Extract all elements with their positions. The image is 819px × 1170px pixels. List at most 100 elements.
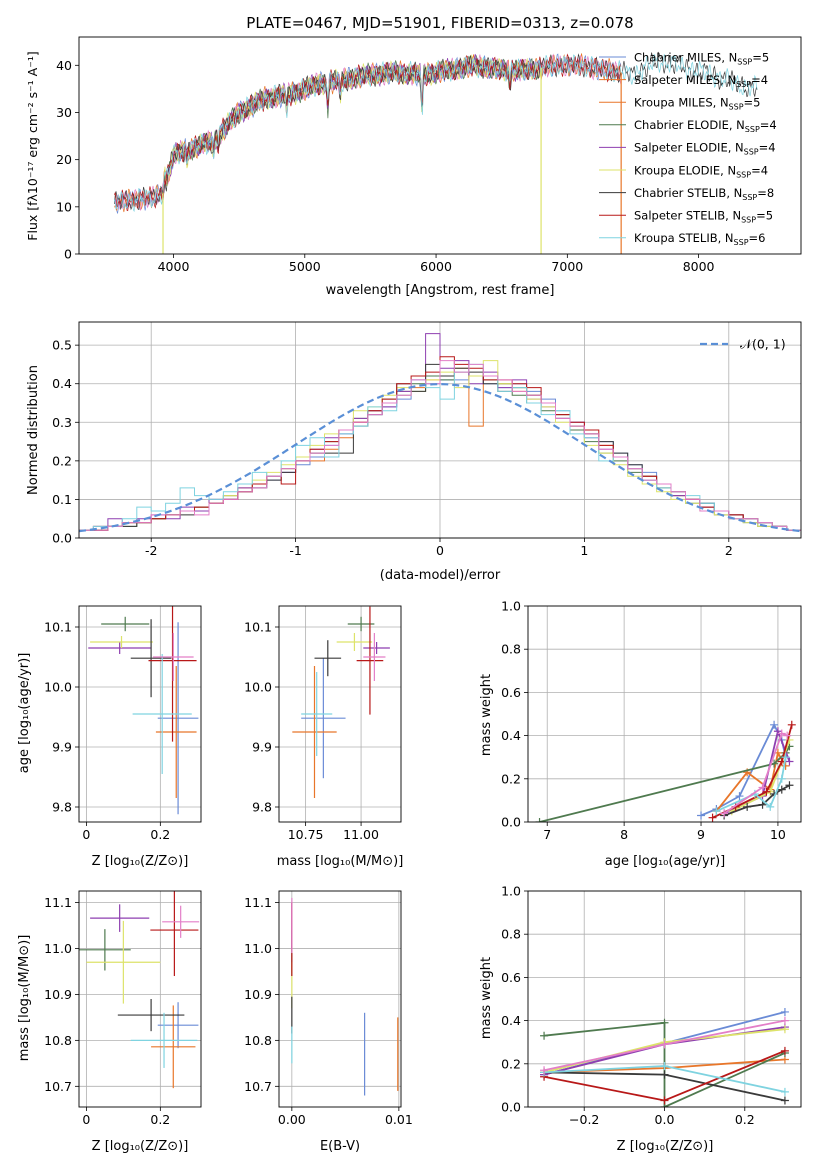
series-marker [735,792,744,801]
series-line [539,745,791,822]
series-marker [660,1061,669,1070]
legend-label: Kroupa ELODIE, NSSP=4 [634,163,768,179]
y-tick-label: 10.1 [244,620,272,635]
series-marker [712,807,721,816]
series-marker [660,1040,669,1049]
legend-label: Chabrier MILES, NSSP=5 [634,50,769,66]
x-tick-label: 0.00 [278,1112,306,1127]
y-tick-label: 10.8 [244,1033,272,1048]
spectrum-series-line [114,53,758,213]
legend-label: Chabrier ELODIE, NSSP=4 [634,118,777,134]
series-marker [785,781,794,790]
legend-label: Salpeter ELODIE, NSSP=4 [634,141,776,157]
mass-weight-vs-z-xlabel: Z [log₁₀(Z/Z⊙)] [617,1139,714,1154]
series-marker [777,729,786,738]
y-tick-label: 1.0 [501,884,521,899]
residuals-panel: -2 -1 0 1 2 0.0 0.1 0.2 0.3 0.4 0.5 𝒩(0, 1) (data-m… [26,321,802,583]
spectrum-plot: 4000 5000 6000 7000 8000 0 10 20 30 40 Chabrier MI… [56,36,802,274]
plot-content [540,1007,789,1107]
y-tick-label: 10.9 [244,987,272,1002]
y-tick-label: 11.1 [244,895,272,910]
x-tick-label: -1 [289,543,301,558]
age-vs-z-xlabel: Z [log₁₀(Z/Z⊙)] [92,854,189,869]
y-tick-label: 0.6 [501,970,521,985]
x-tick-label: 4000 [158,259,190,274]
plot-content [88,606,199,815]
series-marker [758,783,767,792]
y-tick-label: 10.0 [244,680,272,695]
mass-vs-z-xlabel: Z [log₁₀(Z/Z⊙)] [92,1139,189,1154]
x-tick-label: 7000 [551,259,583,274]
series-marker [540,1066,549,1075]
y-tick-label: 0.4 [501,728,521,743]
x-tick-label: 8 [620,827,628,842]
mass-weight-vs-z-ylabel: mass weight [479,957,494,1039]
residuals-plot: -2 -1 0 1 2 0.0 0.1 0.2 0.3 0.4 0.5 𝒩(0, 1) [52,321,802,558]
plot-content [114,51,758,254]
residuals-xlabel: (data-model)/error [380,568,501,583]
y-tick-label: 0.6 [501,685,521,700]
y-tick-label: 0.2 [501,771,521,786]
y-tick-label: 0.2 [501,1056,521,1071]
series-marker [743,802,752,811]
series-marker [777,785,786,794]
residuals-ylabel: Normed distribution [26,365,41,495]
legend-label: Kroupa STELIB, NSSP=6 [634,231,765,247]
legend-label: Salpeter MILES, NSSP=4 [634,73,768,89]
normal-curve [79,382,801,533]
series-marker [540,1031,549,1040]
y-tick-label: 0.0 [501,1100,521,1115]
series-marker [780,1046,789,1055]
series-marker [660,1018,669,1027]
series-marker [535,818,544,822]
spectrum-legend: Chabrier MILES, NSSP=5 Salpeter MILES, NS… [599,50,777,247]
y-tick-label: 0.4 [501,1013,521,1028]
x-tick-label: 2 [725,543,733,558]
x-tick-label: 0.0 [655,1112,675,1127]
y-tick-label: 0.2 [52,453,72,468]
x-tick-label: 9 [697,827,705,842]
y-tick-label: 0.3 [52,415,72,430]
plot-frame [78,890,202,1108]
plot-frame [78,36,802,255]
grid-lines [279,606,401,822]
series-marker [780,1016,789,1025]
legend-label: Salpeter STELIB, NSSP=5 [634,209,773,225]
series-marker [766,802,775,811]
mass-vs-z-panel: 0 0.2 10.7 10.8 10.9 11.0 11.1 Z [log₁₀(Z/Z⊙)]… [17,890,202,1154]
series-marker [770,720,779,729]
grid-lines [79,891,201,1107]
y-tick-label: 11.0 [44,941,72,956]
x-tick-label: 6000 [420,259,452,274]
x-tick-label: 11.00 [343,827,379,842]
x-tick-label: 0.2 [150,1112,170,1127]
mass-vs-z-plot: 0 0.2 10.7 10.8 10.9 11.0 11.1 [44,890,202,1127]
series-marker [762,787,771,796]
spectrum-ylabel: Flux [fλ10⁻¹⁷ erg cm⁻² s⁻¹ A⁻¹] [25,51,40,240]
y-tick-label: 0.8 [501,927,521,942]
y-tick-label: 20 [56,152,72,167]
series-marker [780,1007,789,1016]
mass-vs-ebv-xlabel: E(B-V) [320,1139,360,1154]
y-tick-label: 0.0 [501,815,521,830]
y-tick-label: 10.8 [44,1033,72,1048]
y-tick-label: 30 [56,105,72,120]
mass-vs-z-ylabel: mass [log₁₀(M/M⊙)] [17,935,32,1062]
spectrum-series-line [114,53,622,212]
series-marker [660,1096,669,1105]
y-tick-label: 0.1 [52,492,72,507]
figure-title: PLATE=0467, MJD=51901, FIBERID=0313, z=0… [246,14,633,32]
y-tick-label: 9.8 [52,800,72,815]
plot-frame [527,605,802,823]
x-tick-label: 8000 [683,259,715,274]
y-tick-label: 9.8 [252,800,272,815]
mass-weight-vs-age-plot: 7 8 9 10 0.0 0.2 0.4 0.6 0.8 1.0 [501,599,802,842]
y-tick-label: 40 [56,58,72,73]
legend-label: 𝒩(0, 1) [740,337,786,352]
plot-frame [278,890,402,1108]
age-vs-mass-plot: 10.75 11.00 9.8 9.9 10.0 10.1 [244,605,402,842]
x-tick-label: 10 [770,827,786,842]
series-line [723,784,790,817]
x-tick-label: 0.01 [385,1112,413,1127]
